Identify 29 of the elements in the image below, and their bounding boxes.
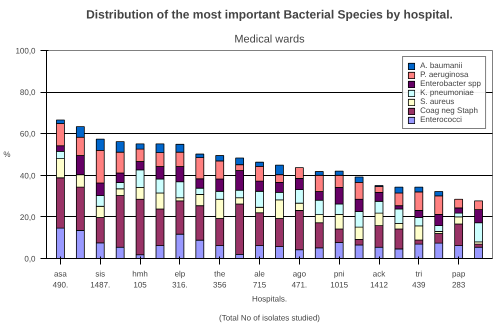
y-tick-label: 40,0 xyxy=(20,171,36,180)
legend-label: K. pneumoniae xyxy=(420,88,474,97)
legend-label: S. aureus xyxy=(420,97,454,106)
legend-label: Enterococci xyxy=(420,115,462,124)
x-tick-label: tri 439 xyxy=(412,270,426,290)
y-tick-label: 20,0 xyxy=(20,212,36,222)
x-tick-label: sis 1487. xyxy=(90,270,110,290)
x-tick-label: the 356 xyxy=(213,270,227,290)
x-axis-title: Hospitals. xyxy=(252,294,288,304)
x-tick-label: ale 715 xyxy=(252,270,267,290)
y-tick-label: 60,0 xyxy=(20,130,36,139)
x-tick-label: elp 316. xyxy=(172,270,188,290)
y-tick-label: 100,0 xyxy=(15,46,36,56)
chart-subtitle: Medical wards xyxy=(234,34,306,46)
chart-title: Distribution of the most important Bacterial Species by hospital. xyxy=(86,8,453,22)
text: (Total No of isolates studied) xyxy=(219,314,320,322)
y-axis-title: % xyxy=(3,150,10,159)
x-tick-label: asa 490. xyxy=(52,270,68,290)
y-tick-label: 80,0 xyxy=(20,88,36,98)
legend-label: A. baumanii xyxy=(420,61,462,70)
x-tick-label: hmh 105 xyxy=(132,270,148,290)
x-tick-label: pni 1015 xyxy=(330,270,349,290)
y-tick-label: 0,0 xyxy=(24,254,36,264)
legend-label: P. aeruginosa xyxy=(420,70,468,79)
x-tick-label: pap 283 xyxy=(452,270,466,290)
legend-label: Enterobacter spp xyxy=(420,79,481,88)
x-tick-label: ago 471. xyxy=(292,270,308,290)
x-tick-label: ack 1412 xyxy=(370,270,388,290)
legend-label: Coag neg Staph xyxy=(420,106,478,115)
